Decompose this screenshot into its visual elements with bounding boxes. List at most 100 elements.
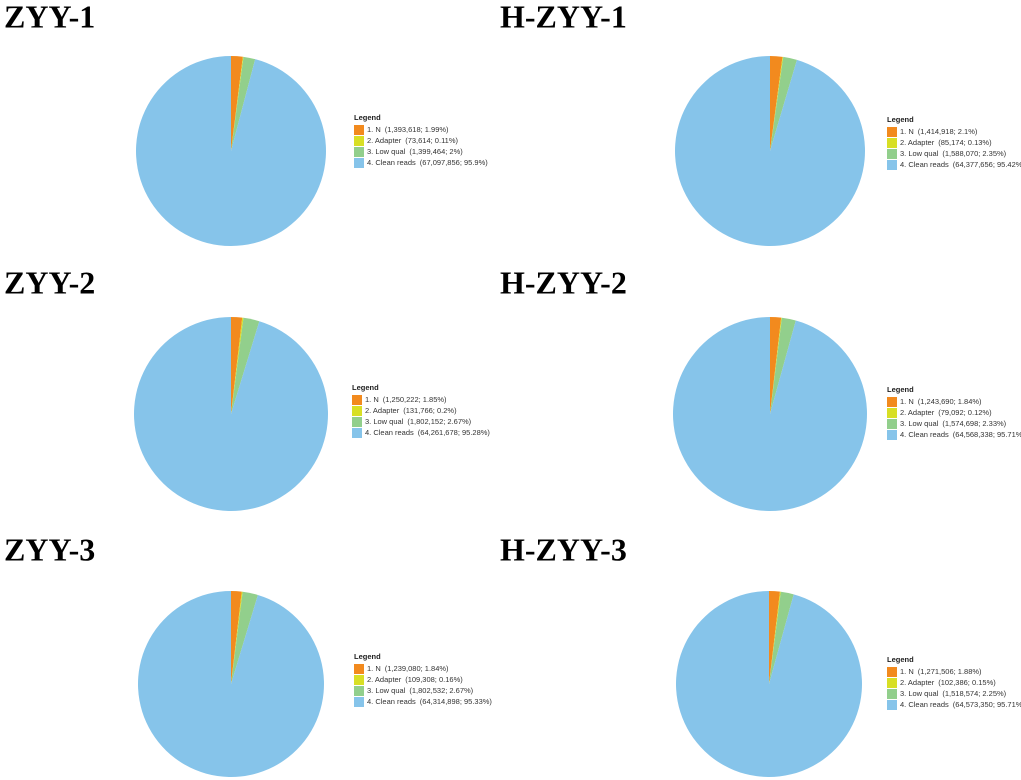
pie-slice (134, 317, 329, 512)
legend-swatch (887, 667, 897, 677)
legend-label: 1. N (365, 395, 379, 404)
chart-title: ZYY-2 (4, 264, 95, 300)
legend-label: 2. Adapter (367, 136, 402, 145)
pie-slice (231, 591, 243, 684)
chart-title: H-ZYY-1 (500, 0, 627, 34)
legend-swatch (887, 127, 897, 137)
legend-swatch (887, 419, 897, 429)
legend-value: (102,386; 0.15%) (938, 678, 996, 687)
legend-swatch (352, 406, 362, 416)
legend-swatch (354, 147, 364, 157)
legend-swatch (354, 675, 364, 685)
legend-swatch (887, 138, 897, 148)
legend-swatch (354, 136, 364, 146)
pie-slice (770, 56, 797, 151)
legend-value: (73,614; 0.11%) (405, 136, 458, 145)
legend-swatch (887, 149, 897, 159)
legend-value: (85,174; 0.13%) (938, 138, 992, 147)
legend-label: 1. N (367, 125, 381, 134)
chart-title: H-ZYY-2 (500, 264, 627, 300)
legend-label: 4. Clean reads (367, 697, 416, 706)
pie-slice (231, 317, 243, 414)
legend-value: (1,271,506; 1.88%) (918, 667, 982, 676)
pie-slice (676, 591, 863, 778)
legend-swatch (354, 686, 364, 696)
legend-value: (1,518,574; 2.25%) (942, 689, 1006, 698)
pie-slice (231, 56, 256, 151)
legend-label: 2. Adapter (365, 406, 400, 415)
legend-label: 3. Low qual (367, 686, 406, 695)
legend-value: (1,243,690; 1.84%) (918, 397, 982, 406)
legend-value: (1,239,080; 1.84%) (385, 664, 449, 673)
legend-label: 1. N (900, 397, 914, 406)
pie-slice (770, 317, 796, 414)
pie-slice (769, 591, 794, 684)
chart-title: H-ZYY-3 (500, 531, 627, 567)
legend-label: 4. Clean reads (365, 428, 414, 437)
pie-slice (231, 317, 260, 414)
pie-slice (770, 56, 783, 151)
legend-value: (1,802,152; 2.67%) (407, 417, 471, 426)
legend-swatch (887, 689, 897, 699)
legend-swatch (887, 700, 897, 710)
legend-swatch (887, 408, 897, 418)
legend-swatch (887, 160, 897, 170)
chart-title: ZYY-3 (4, 531, 95, 567)
legend-label: 3. Low qual (900, 419, 939, 428)
legend-value: (1,574,698; 2.33%) (942, 419, 1006, 428)
legend-swatch (352, 417, 362, 427)
legend-label: 2. Adapter (900, 408, 935, 417)
legend-label: 4. Clean reads (900, 160, 949, 169)
pie-slice (231, 56, 244, 152)
legend-label: 1. N (900, 667, 914, 676)
legend-label: 3. Low qual (900, 149, 939, 158)
legend-title: Legend (352, 383, 379, 392)
pie-slice (231, 317, 244, 414)
chart-title: ZYY-1 (4, 0, 95, 34)
legend-title: Legend (354, 113, 381, 122)
legend-value: (64,261,678; 95.28%) (418, 428, 491, 437)
pie-slice (231, 56, 243, 151)
legend-value: (1,588,070; 2.35%) (942, 149, 1006, 158)
legend-value: (1,414,918; 2.1%) (918, 127, 978, 136)
legend-value: (64,314,898; 95.33%) (420, 697, 493, 706)
legend-title: Legend (887, 115, 914, 124)
legend-value: (64,377,656; 95.42%) (953, 160, 1021, 169)
legend-swatch (354, 125, 364, 135)
legend-title: Legend (887, 655, 914, 664)
pie-slice (672, 317, 867, 511)
pie-slice (231, 591, 242, 684)
legend-swatch (354, 664, 364, 674)
pie-slice (770, 317, 782, 414)
legend-value: (1,393,618; 1.99%) (385, 125, 449, 134)
legend-value: (109,308; 0.16%) (405, 675, 463, 684)
legend-label: 3. Low qual (365, 417, 404, 426)
legend-swatch (354, 697, 364, 707)
legend-label: 1. N (900, 127, 914, 136)
legend-label: 4. Clean reads (900, 700, 949, 709)
legend-swatch (887, 430, 897, 440)
pie-slice (769, 591, 780, 684)
pie-slice (770, 56, 784, 151)
legend-label: 2. Adapter (367, 675, 402, 684)
pie-slice (136, 56, 327, 247)
legend-value: (131,766; 0.2%) (403, 406, 457, 415)
legend-label: 3. Low qual (900, 689, 939, 698)
legend-label: 3. Low qual (367, 147, 406, 156)
legend-label: 2. Adapter (900, 678, 935, 687)
pie-slice (769, 591, 781, 684)
legend-label: 1. N (367, 664, 381, 673)
legend-swatch (352, 428, 362, 438)
legend-value: (64,573,350; 95.71%) (953, 700, 1021, 709)
legend-swatch (887, 678, 897, 688)
legend-label: 4. Clean reads (900, 430, 949, 439)
legend-value: (79,092; 0.12%) (938, 408, 992, 417)
legend-swatch (887, 397, 897, 407)
legend-label: 4. Clean reads (367, 158, 416, 167)
legend-value: (1,250,222; 1.85%) (383, 395, 447, 404)
pie-slice (231, 591, 258, 684)
legend-value: (64,568,338; 95.71%) (953, 430, 1021, 439)
legend-swatch (354, 158, 364, 168)
pie-slice (675, 56, 866, 246)
